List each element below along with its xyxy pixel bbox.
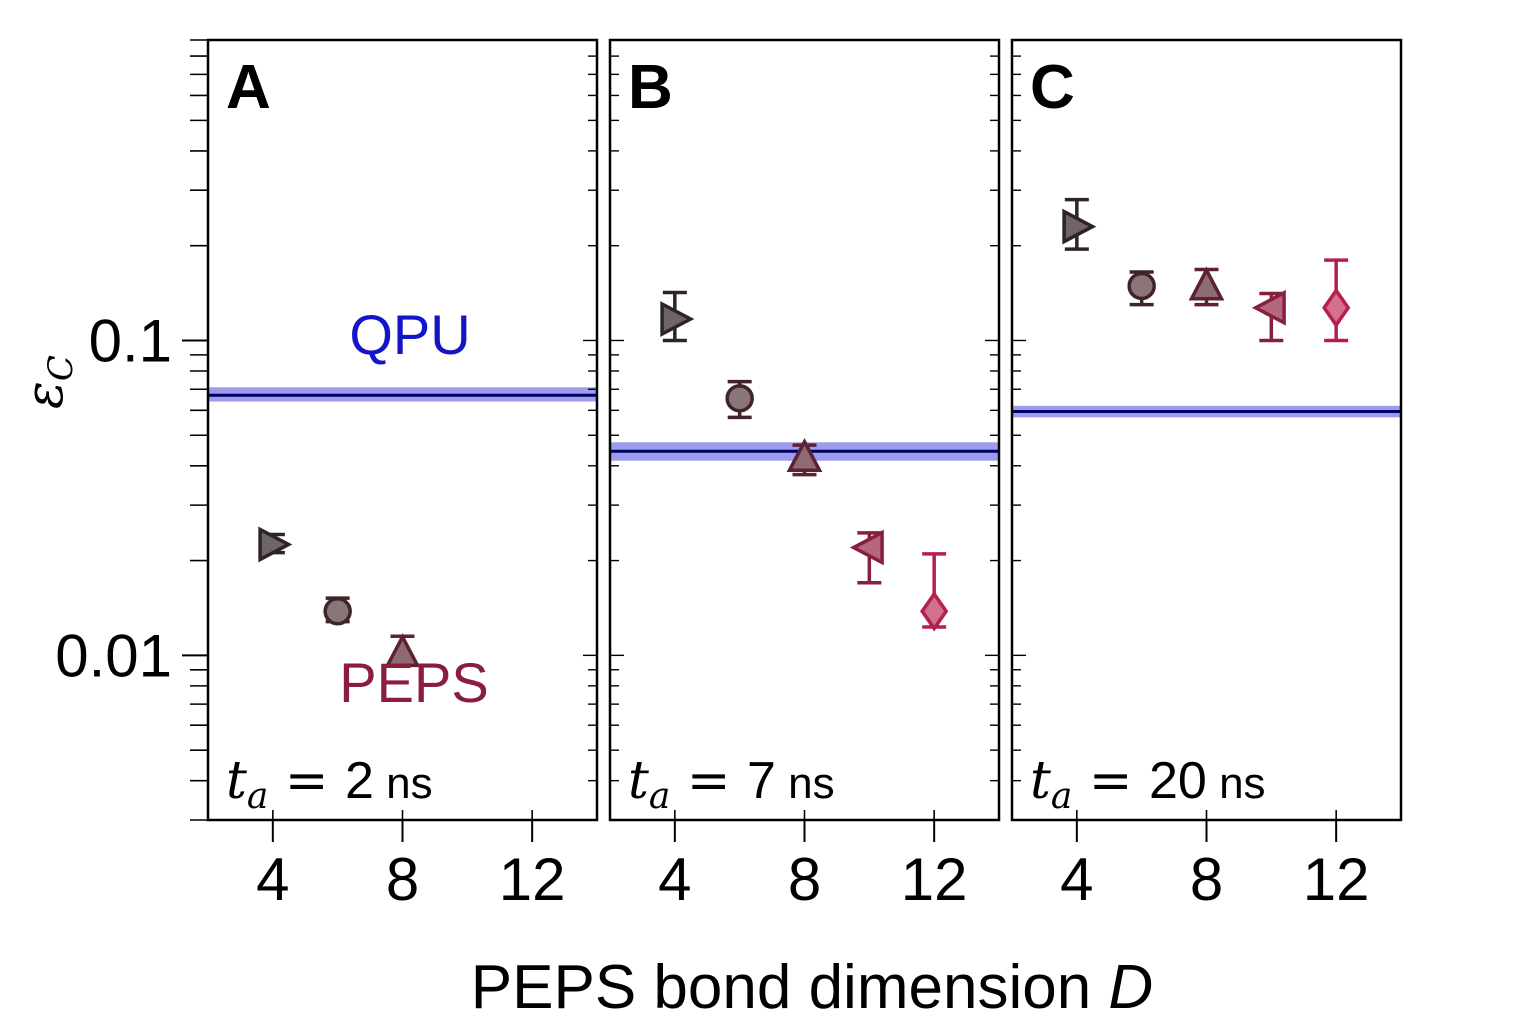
panel-letter: B bbox=[628, 53, 673, 122]
marker-triangle-left bbox=[1251, 289, 1286, 326]
y-axis-ticks: 0.1 0.01 bbox=[55, 39, 208, 821]
ta-annotation: ta = 20 ns bbox=[1030, 751, 1266, 817]
data-point bbox=[1188, 266, 1225, 307]
x-axis-label: PEPS bond dimension D bbox=[471, 953, 1153, 1022]
marker-circle bbox=[1127, 271, 1156, 301]
marker-triangle-left bbox=[849, 529, 884, 566]
panel-frame bbox=[1010, 38, 1403, 822]
ta-variable: t bbox=[1030, 751, 1051, 811]
ta-value: 7 bbox=[747, 752, 776, 810]
marker-diamond bbox=[1322, 287, 1351, 329]
y-axis-label: εC bbox=[15, 355, 81, 409]
ta-subscript: a bbox=[649, 776, 670, 817]
x-tick-label: 8 bbox=[788, 846, 821, 913]
y-axis-label-symbol: ε bbox=[15, 381, 75, 409]
y-axis-label-subscript: C bbox=[41, 355, 81, 381]
x-tick-label: 8 bbox=[1190, 846, 1223, 913]
panel-a: 4 8 12 Ata = 2 ns bbox=[206, 38, 624, 913]
x-tick-label: 4 bbox=[256, 846, 289, 913]
ta-value: 20 bbox=[1149, 752, 1207, 810]
x-tick-label: 8 bbox=[386, 846, 419, 913]
data-point bbox=[849, 529, 884, 585]
ta-unit: ns bbox=[776, 759, 835, 808]
ta-subscript: a bbox=[1051, 776, 1072, 817]
marker-triangle-up bbox=[1188, 266, 1225, 301]
panel-frame bbox=[608, 38, 1001, 822]
marker-triangle-up bbox=[786, 437, 823, 472]
ta-unit: ns bbox=[1207, 759, 1266, 808]
x-tick-label: 12 bbox=[901, 846, 968, 913]
qpu-series-label: QPU bbox=[349, 303, 470, 366]
marker-circle bbox=[323, 597, 352, 626]
data-point bbox=[1062, 197, 1097, 251]
data-point bbox=[786, 437, 823, 477]
panel-c: 4 8 12 Cta = 20 ns bbox=[1010, 38, 1403, 913]
marker-triangle-right bbox=[258, 526, 293, 563]
peps-series-label: PEPS bbox=[339, 651, 488, 714]
marker-triangle-right bbox=[1062, 208, 1097, 245]
panel-b: 4 8 12 Bta = 7 ns bbox=[608, 38, 1026, 913]
x-axis-label-text: PEPS bond dimension bbox=[471, 953, 1091, 1022]
data-point bbox=[1127, 270, 1156, 307]
ta-annotation: ta = 2 ns bbox=[226, 751, 433, 817]
panel-letter: C bbox=[1030, 53, 1075, 122]
data-point bbox=[323, 596, 352, 626]
x-tick-label: 4 bbox=[658, 846, 691, 913]
ta-value: 2 bbox=[345, 752, 374, 810]
marker-triangle-up bbox=[384, 633, 421, 668]
ta-annotation: ta = 7 ns bbox=[628, 751, 835, 817]
data-point bbox=[725, 379, 754, 420]
marker-triangle-right bbox=[660, 301, 695, 337]
data-point bbox=[1322, 258, 1351, 343]
ta-variable: t bbox=[628, 751, 649, 811]
y-tick-label: 0.1 bbox=[89, 307, 172, 374]
x-tick-label: 12 bbox=[1303, 846, 1370, 913]
y-tick-label: 0.01 bbox=[55, 622, 172, 689]
x-tick-label: 12 bbox=[499, 846, 566, 913]
ta-subscript: a bbox=[247, 776, 268, 817]
data-point bbox=[920, 552, 949, 632]
svg-text:εC: εC bbox=[15, 355, 81, 409]
x-tick-label: 4 bbox=[1060, 846, 1093, 913]
ta-unit: ns bbox=[374, 759, 433, 808]
ta-equals: = bbox=[268, 751, 345, 811]
ta-equals: = bbox=[1072, 751, 1149, 811]
marker-circle bbox=[725, 384, 754, 413]
data-point bbox=[258, 526, 293, 563]
data-point bbox=[660, 290, 695, 343]
data-point bbox=[384, 633, 421, 668]
marker-diamond bbox=[920, 590, 949, 632]
panel-letter: A bbox=[226, 53, 271, 122]
ta-equals: = bbox=[670, 751, 747, 811]
x-axis-label-variable: D bbox=[1108, 953, 1153, 1022]
ta-variable: t bbox=[226, 751, 247, 811]
data-point bbox=[1251, 289, 1286, 343]
